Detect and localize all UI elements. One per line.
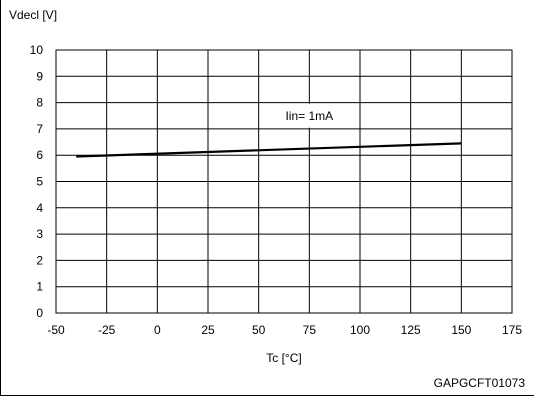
tick-labels: -50 -25 0 25 50 75 100 125 150 175 0 1 2 3 4 5 6 7 8 9 10 [30, 43, 523, 337]
y-tick-label: 1 [36, 280, 43, 294]
axes [55, 49, 513, 314]
y-tick-label: 10 [30, 43, 44, 57]
annotation-background [265, 103, 354, 128]
x-tick-label: -25 [98, 323, 116, 337]
y-axis-label: Vdecl [V] [9, 8, 57, 22]
y-tick-label: 6 [36, 148, 43, 162]
annotations: Iin= 1mA [265, 103, 354, 128]
x-tick-label: 100 [350, 323, 370, 337]
x-tick-label: 0 [154, 323, 161, 337]
y-tick-label: 2 [36, 253, 43, 267]
x-axis-label: Tc [°C] [266, 351, 301, 365]
x-tick-label: 175 [502, 323, 522, 337]
x-tick-label: -50 [47, 323, 65, 337]
x-tick-label: 25 [201, 323, 215, 337]
y-tick-label: 9 [36, 69, 43, 83]
figure-reference-code: GAPGCFT01073 [434, 376, 526, 390]
y-tick-label: 0 [36, 306, 43, 320]
x-tick-label: 125 [401, 323, 421, 337]
plot-frame [55, 49, 513, 314]
x-tick-label: 75 [303, 323, 317, 337]
series-line [76, 142, 462, 158]
y-tick-label: 4 [36, 201, 43, 215]
x-tick-label: 50 [252, 323, 266, 337]
series [76, 142, 462, 158]
y-tick-label: 7 [36, 122, 43, 136]
x-tick-label: 150 [451, 323, 471, 337]
y-tick-label: 5 [36, 175, 43, 189]
annotation-label: Iin= 1mA [285, 109, 333, 123]
y-tick-label: 3 [36, 227, 43, 241]
grid [55, 49, 513, 314]
y-tick-label: 8 [36, 96, 43, 110]
